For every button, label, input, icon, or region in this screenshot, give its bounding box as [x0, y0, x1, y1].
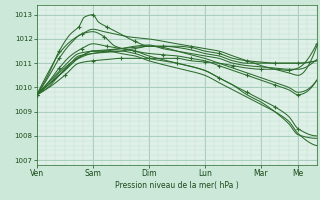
X-axis label: Pression niveau de la mer( hPa ): Pression niveau de la mer( hPa ) — [115, 181, 239, 190]
